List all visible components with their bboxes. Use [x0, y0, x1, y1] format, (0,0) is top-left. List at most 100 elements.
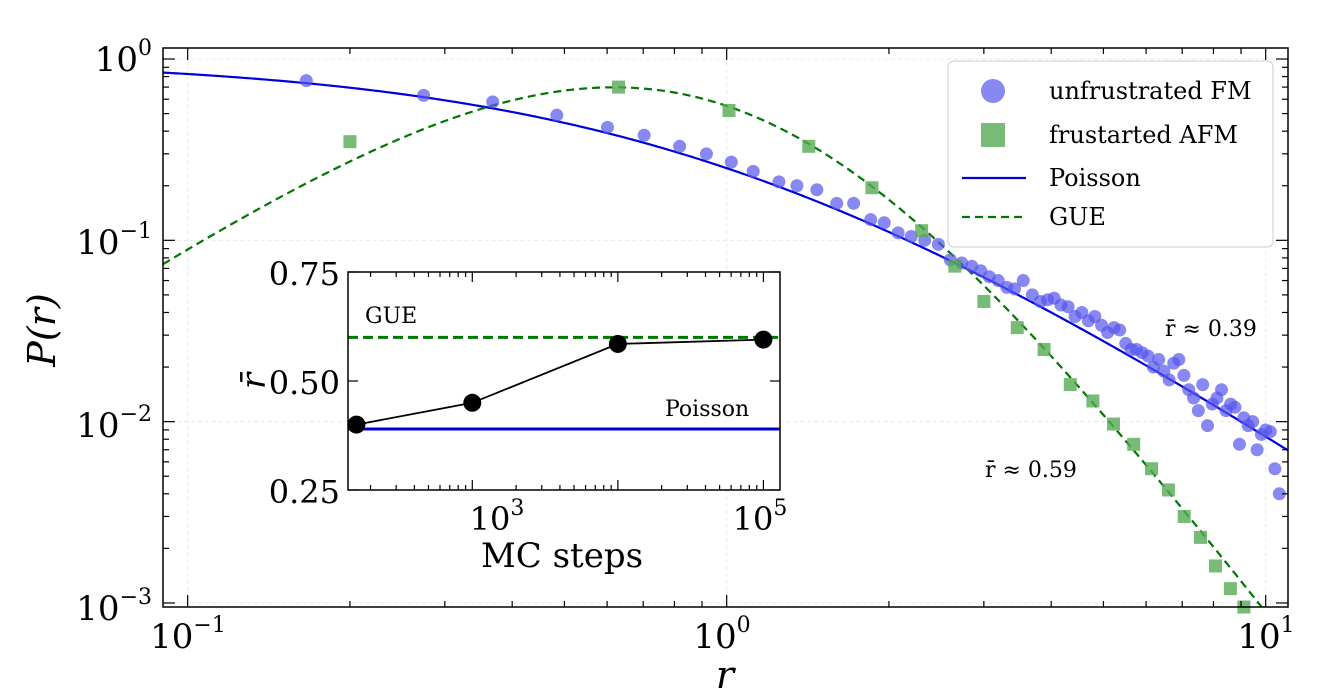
fm-point-58	[1191, 404, 1205, 418]
y-tick-label-1: 10−1	[76, 219, 152, 263]
fm-point-16	[877, 216, 891, 230]
fm-point-11	[790, 179, 804, 193]
afm-point-5	[915, 224, 929, 238]
fm-point-50	[1152, 353, 1166, 367]
legend-fm-marker	[981, 79, 1005, 103]
annotation-fm-mean-r: r̄ ≈ 0.39	[1165, 317, 1257, 342]
inset-series-line	[356, 338, 764, 426]
fm-point-39	[1088, 310, 1102, 324]
afm-point-0	[343, 135, 357, 149]
afm-point-18	[1208, 559, 1222, 573]
fm-point-48	[1141, 349, 1155, 363]
fm-point-3	[550, 108, 564, 122]
afm-point-1	[612, 80, 626, 94]
fm-point-2	[486, 95, 500, 109]
afm-point-11	[1086, 394, 1100, 408]
fm-point-75	[1268, 462, 1282, 476]
fm-point-60	[1201, 419, 1215, 433]
fm-point-43	[1113, 323, 1127, 337]
afm-point-8	[1010, 321, 1024, 335]
afm-point-14	[1145, 462, 1159, 476]
fm-point-28	[1008, 282, 1022, 296]
inset-point-2	[608, 334, 627, 353]
inset-x-tick-label-0: 103	[470, 496, 525, 538]
afm-point-2	[722, 103, 736, 117]
fm-point-54	[1172, 353, 1186, 367]
legend-label-afm: frustarted AFM	[1049, 121, 1238, 149]
afm-point-15	[1161, 483, 1175, 497]
fm-point-20	[931, 237, 945, 251]
fm-point-35	[1061, 300, 1075, 314]
legend-label-poisson: Poisson	[1049, 164, 1141, 192]
y-tick-label-2: 10−2	[76, 402, 152, 446]
inset-y-tick-label-0: 0.75	[269, 255, 340, 293]
afm-point-16	[1177, 509, 1191, 523]
y-tick-label-0: 100	[95, 36, 152, 80]
legend-label-fm: unfrustrated FM	[1049, 77, 1252, 105]
fm-point-1	[417, 88, 431, 102]
afm-point-10	[1063, 378, 1077, 392]
afm-point-12	[1107, 417, 1121, 431]
fm-point-70	[1246, 415, 1260, 429]
inset-background	[348, 272, 780, 490]
afm-point-9	[1037, 342, 1051, 356]
inset-gue-label: GUE	[365, 304, 417, 329]
fm-point-0	[299, 74, 313, 88]
inset-point-1	[463, 393, 482, 412]
inset-y-axis-title: r̄	[234, 371, 274, 389]
inset-point-0	[347, 415, 366, 434]
afm-point-4	[865, 181, 879, 195]
annotation-afm-mean-r: r̄ ≈ 0.59	[985, 458, 1077, 483]
inset-y-tick-label-1: 0.50	[269, 364, 340, 402]
inset-point-3	[754, 330, 773, 349]
legend-box	[947, 60, 1274, 248]
afm-point-3	[802, 139, 816, 153]
fm-point-17	[891, 226, 905, 240]
legend-label-gue: GUE	[1049, 203, 1106, 231]
afm-point-19	[1223, 582, 1237, 596]
fm-point-71	[1250, 443, 1264, 457]
afm-point-6	[948, 259, 962, 273]
y-tick-label-3: 10−3	[76, 585, 152, 629]
poisson-curve	[163, 71, 1288, 452]
afm-point-7	[977, 294, 991, 308]
fm-point-5	[637, 128, 651, 142]
main-plot-frame	[162, 47, 1289, 608]
y-axis-title: P(r)	[20, 293, 64, 367]
afm-point-13	[1127, 437, 1141, 451]
inset-x-tick-label-1: 105	[733, 496, 788, 538]
legend-afm-marker	[981, 123, 1005, 147]
fm-point-7	[699, 147, 713, 161]
fm-point-12	[810, 183, 824, 197]
fm-point-6	[673, 139, 687, 153]
fm-point-15	[864, 213, 878, 227]
main-ticks	[163, 48, 1288, 607]
fm-point-67	[1232, 437, 1246, 451]
fm-point-4	[600, 120, 614, 134]
fm-point-57	[1187, 391, 1201, 405]
fm-point-52	[1162, 373, 1176, 387]
fm-point-74	[1263, 425, 1277, 439]
fm-point-10	[772, 175, 786, 189]
x-tick-label-2: 101	[1237, 613, 1294, 657]
inset-poisson-label: Poisson	[665, 397, 749, 422]
main-markers	[299, 74, 1286, 614]
fm-point-66	[1228, 400, 1242, 414]
inset-markers	[347, 330, 773, 434]
fm-point-63	[1215, 383, 1229, 397]
x-axis-title: r	[716, 653, 737, 697]
afm-point-17	[1194, 530, 1208, 544]
inset-ticks	[348, 271, 780, 491]
fm-point-59	[1196, 378, 1210, 392]
legend: unfrustrated FM frustarted AFM Poisson G…	[947, 60, 1274, 248]
fm-point-29	[1016, 274, 1030, 288]
inset-x-axis-title: MC steps	[481, 536, 643, 576]
fm-point-9	[746, 164, 760, 178]
fm-point-55	[1177, 368, 1191, 382]
fm-point-14	[847, 196, 861, 210]
x-tick-label-1: 100	[693, 613, 750, 657]
inset-lines	[348, 335, 780, 431]
fm-point-76	[1272, 487, 1286, 501]
fm-point-18	[904, 229, 918, 243]
